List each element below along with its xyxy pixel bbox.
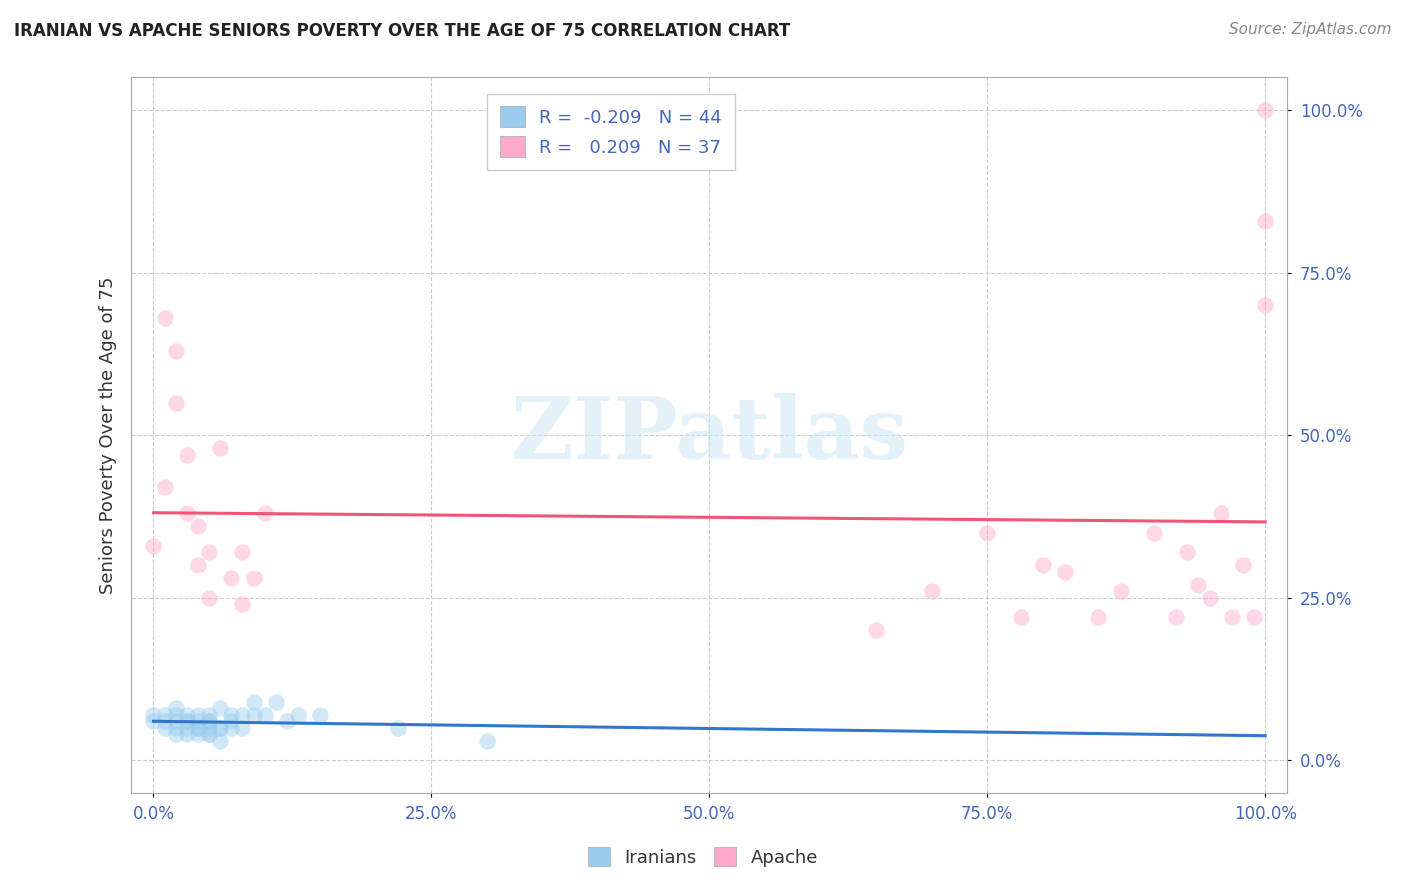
Text: ZIPatlas: ZIPatlas	[510, 393, 908, 477]
Point	[209, 701, 232, 715]
Point	[198, 707, 221, 722]
Point	[198, 714, 221, 729]
Point	[187, 558, 209, 573]
Point	[209, 734, 232, 748]
Point	[242, 695, 264, 709]
Point	[209, 721, 232, 735]
Point	[153, 311, 176, 326]
Point	[209, 721, 232, 735]
Point	[142, 714, 165, 729]
Point	[1143, 525, 1166, 540]
Point	[1254, 298, 1277, 312]
Point	[165, 707, 187, 722]
Point	[242, 707, 264, 722]
Point	[176, 714, 198, 729]
Point	[1254, 213, 1277, 227]
Point	[165, 343, 187, 358]
Point	[865, 624, 887, 638]
Point	[198, 721, 221, 735]
Point	[1243, 610, 1265, 624]
Legend: Iranians, Apache: Iranians, Apache	[581, 840, 825, 874]
Point	[287, 707, 309, 722]
Point	[187, 721, 209, 735]
Text: IRANIAN VS APACHE SENIORS POVERTY OVER THE AGE OF 75 CORRELATION CHART: IRANIAN VS APACHE SENIORS POVERTY OVER T…	[14, 22, 790, 40]
Point	[1175, 545, 1198, 559]
Point	[176, 506, 198, 520]
Point	[198, 545, 221, 559]
Point	[221, 571, 243, 585]
Point	[921, 584, 943, 599]
Point	[221, 721, 243, 735]
Point	[1187, 578, 1209, 592]
Point	[153, 714, 176, 729]
Point	[165, 721, 187, 735]
Point	[165, 714, 187, 729]
Point	[187, 721, 209, 735]
Point	[198, 727, 221, 741]
Point	[165, 727, 187, 741]
Point	[253, 707, 276, 722]
Point	[231, 721, 253, 735]
Point	[242, 571, 264, 585]
Point	[309, 707, 332, 722]
Point	[153, 707, 176, 722]
Point	[231, 707, 253, 722]
Point	[187, 714, 209, 729]
Point	[176, 707, 198, 722]
Point	[387, 721, 409, 735]
Point	[1032, 558, 1054, 573]
Point	[209, 441, 232, 455]
Point	[276, 714, 298, 729]
Point	[176, 714, 198, 729]
Point	[1166, 610, 1188, 624]
Point	[1254, 103, 1277, 117]
Point	[176, 721, 198, 735]
Point	[1087, 610, 1109, 624]
Point	[264, 695, 287, 709]
Point	[1010, 610, 1032, 624]
Point	[1220, 610, 1243, 624]
Point	[253, 506, 276, 520]
Point	[198, 727, 221, 741]
Point	[1054, 565, 1077, 579]
Point	[165, 395, 187, 409]
Point	[1232, 558, 1254, 573]
Point	[1109, 584, 1132, 599]
Point	[153, 721, 176, 735]
Point	[231, 598, 253, 612]
Point	[153, 480, 176, 494]
Text: Source: ZipAtlas.com: Source: ZipAtlas.com	[1229, 22, 1392, 37]
Point	[176, 727, 198, 741]
Legend: R =  -0.209   N = 44, R =   0.209   N = 37: R = -0.209 N = 44, R = 0.209 N = 37	[486, 94, 735, 169]
Point	[198, 591, 221, 605]
Point	[187, 727, 209, 741]
Point	[165, 701, 187, 715]
Point	[976, 525, 998, 540]
Point	[475, 734, 498, 748]
Point	[1198, 591, 1220, 605]
Point	[187, 707, 209, 722]
Point	[221, 714, 243, 729]
Point	[231, 545, 253, 559]
Point	[142, 539, 165, 553]
Point	[187, 519, 209, 533]
Point	[221, 707, 243, 722]
Point	[1209, 506, 1232, 520]
Point	[176, 448, 198, 462]
Point	[142, 707, 165, 722]
Y-axis label: Seniors Poverty Over the Age of 75: Seniors Poverty Over the Age of 75	[100, 277, 117, 594]
Point	[198, 714, 221, 729]
